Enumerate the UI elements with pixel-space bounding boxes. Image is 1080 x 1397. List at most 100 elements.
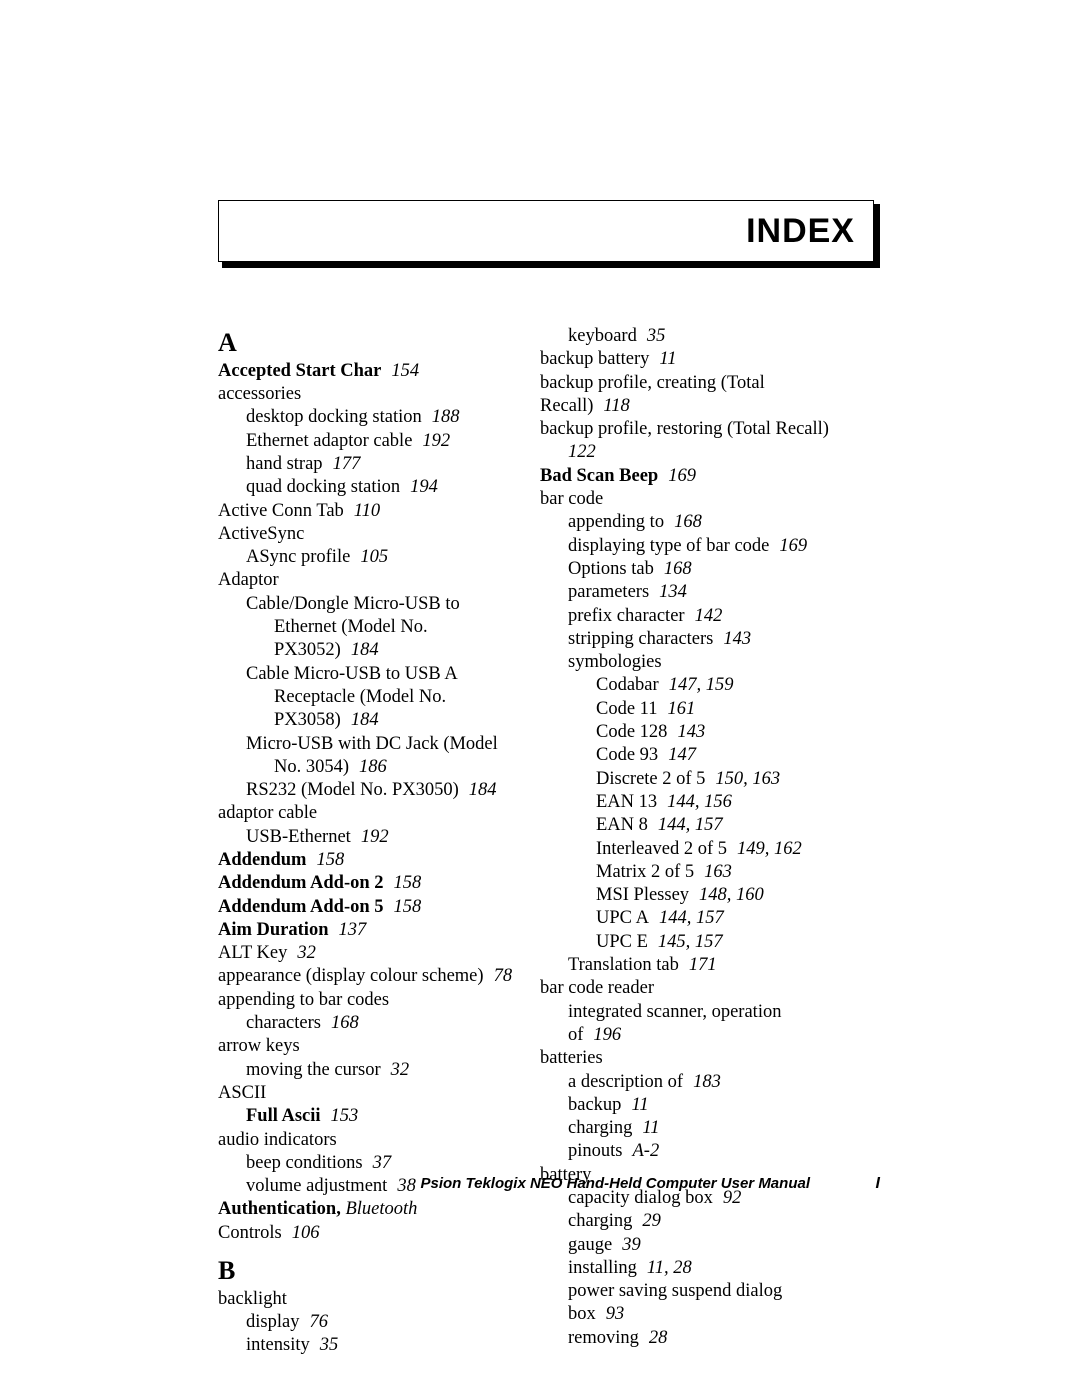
page-ref: 137 [339,920,367,940]
index-text: quad docking station [246,477,400,497]
index-text: Discrete 2 of 5 [596,769,705,789]
page-footer: Psion Teklogix NEO Hand-Held Computer Us… [218,1175,880,1193]
index-entry: Accepted Start Char154 [218,360,516,383]
index-entry: EAN 8144, 157 [596,814,838,837]
index-text: desktop docking station [246,407,422,427]
index-text: ALT Key [218,943,287,963]
page-ref: 192 [361,827,389,847]
page-ref: 188 [432,407,460,427]
footer-page-number: I [850,1175,880,1193]
page-ref: 110 [354,501,380,521]
page-title: INDEX [746,212,855,251]
index-entry: MSI Plessey148, 160 [596,884,838,907]
index-entry: Active Conn Tab 110 [218,500,516,523]
index-text: arrow keys [218,1036,300,1056]
index-text: a description of [568,1072,683,1092]
index-entry: Code 11161 [596,698,838,721]
page-ref: 11, 28 [647,1258,692,1278]
index-entry: Aim Duration 137 [218,919,516,942]
index-columns: AAccepted Start Char154accessoriesdeskto… [218,325,880,1358]
index-text: stripping characters [568,629,713,649]
index-text: Aim Duration [218,920,329,940]
page-ref: 177 [333,454,361,474]
index-text: Active Conn Tab [218,501,344,521]
index-text: ASync profile [246,547,350,567]
index-entry: a description of 183 [568,1071,838,1094]
index-text: charging [568,1211,632,1231]
index-text: Addendum Add-on 5 [218,897,384,917]
page-ref: 194 [410,477,438,497]
index-text: batteries [540,1048,603,1068]
index-text: appearance (display colour scheme) [218,966,484,986]
index-entry: ASCII [218,1082,516,1105]
page-ref: 105 [360,547,388,567]
title-front: INDEX [218,200,874,262]
index-text: installing [568,1258,637,1278]
index-text: removing [568,1328,639,1348]
page-ref: 184 [469,780,497,800]
index-entry: backup11 [568,1094,838,1117]
index-text: Addendum Add-on 2 [218,873,384,893]
index-text: Addendum [218,850,306,870]
title-box: INDEX [218,200,880,270]
index-text: MSI Plessey [596,885,689,905]
index-text: backlight [218,1289,287,1309]
index-entry: Full Ascii153 [246,1105,516,1128]
index-entry: charging29 [568,1210,838,1233]
page-ref: 134 [659,582,687,602]
page-ref: 32 [297,943,316,963]
page-ref: 186 [359,757,387,777]
index-entry: Interleaved 2 of 5149, 162 [596,838,838,861]
index-text: Code 128 [596,722,667,742]
index-text: UPC E [596,932,648,952]
index-column-left: AAccepted Start Char154accessoriesdeskto… [218,325,516,1358]
index-text: backup profile, restoring (Total Recall) [540,419,829,439]
index-text: characters [246,1013,321,1033]
index-text: audio indicators [218,1130,337,1150]
index-entry: USB-Ethernet 192 [246,826,516,849]
index-entry: UPC A 144, 157 [596,907,838,930]
index-text: UPC A [596,908,649,928]
index-entry: backup profile, restoring (Total Recall)… [540,418,838,465]
index-letter-heading: B [218,1255,516,1288]
index-entry: Discrete 2 of 5 150, 163 [596,768,838,791]
index-text: intensity [246,1335,310,1355]
page-ref: 147 [668,745,696,765]
index-entry: moving the cursor32 [246,1059,516,1082]
index-entry: desktop docking station 188 [246,406,516,429]
page-ref: 150, 163 [715,769,780,789]
index-text: bar code [540,489,603,509]
page-ref: 158 [394,873,422,893]
index-text: Interleaved 2 of 5 [596,839,727,859]
index-text: bar code reader [540,978,654,998]
page-ref: 153 [331,1106,359,1126]
index-entry: intensity35 [246,1334,516,1357]
index-entry: Bad Scan Beep169 [540,465,838,488]
page-ref: 11 [642,1118,659,1138]
page-ref: 196 [593,1025,621,1045]
page-ref: 147, 159 [669,675,734,695]
page-ref: 145, 157 [658,932,723,952]
index-text: pinouts [568,1141,622,1161]
index-text: USB-Ethernet [246,827,351,847]
index-text: beep conditions [246,1153,363,1173]
page-ref: 106 [292,1223,320,1243]
page-ref: 35 [647,326,666,346]
index-text: appending to [568,512,664,532]
page-ref: 32 [391,1060,410,1080]
page-ref: 192 [422,431,450,451]
index-text: backup profile, creating (Total Recall) [540,373,765,416]
index-entry: characters168 [246,1012,516,1035]
index-entry: Addendum Add-on 2 158 [218,872,516,895]
page-ref: 144, 157 [658,815,723,835]
page-ref: 183 [693,1072,721,1092]
index-text: Bad Scan Beep [540,466,658,486]
page-ref: 144, 157 [659,908,724,928]
page-ref: 168 [674,512,702,532]
page-ref: 78 [494,966,513,986]
page-ref: 184 [351,640,379,660]
page-ref: 93 [606,1304,625,1324]
index-text: Code 93 [596,745,658,765]
index-entry: adaptor cable [218,802,516,825]
index-entry: charging11 [568,1117,838,1140]
